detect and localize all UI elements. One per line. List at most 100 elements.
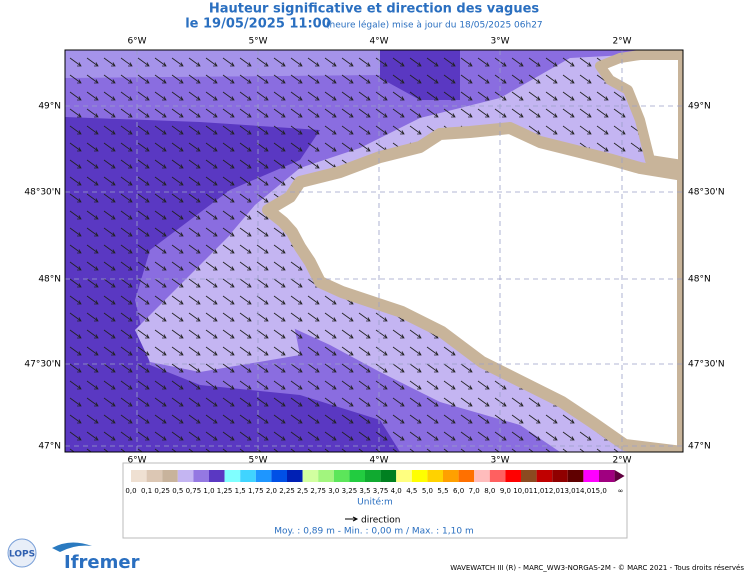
wave-arrow xyxy=(171,295,184,305)
wave-arrow xyxy=(307,380,320,390)
wave-arrow xyxy=(222,108,235,118)
wave-arrow xyxy=(120,74,133,84)
colorbar-label: 2,75 xyxy=(310,487,326,495)
colorbar-label: 15,0 xyxy=(591,487,607,495)
wave-arrow xyxy=(69,193,82,203)
wave-arrow xyxy=(324,312,337,322)
wave-arrow xyxy=(154,363,167,373)
wave-arrow xyxy=(154,176,167,186)
wave-arrow xyxy=(205,244,218,254)
wave-arrow xyxy=(341,329,354,339)
wave-arrow xyxy=(103,227,116,237)
wave-arrow xyxy=(426,108,439,118)
wave-arrow xyxy=(120,227,133,237)
lon-label-bottom: 3°W xyxy=(490,456,509,466)
wave-arrow xyxy=(579,74,592,84)
wave-arrow xyxy=(273,278,286,288)
wave-arrow xyxy=(154,414,167,424)
wave-arrow xyxy=(205,414,218,424)
wave-arrow xyxy=(171,74,184,84)
lat-label-right: 48°N xyxy=(688,275,711,285)
wave-arrow xyxy=(409,346,422,356)
wave-arrow xyxy=(511,431,524,441)
lon-label-top: 6°W xyxy=(127,37,146,47)
color-swatch xyxy=(177,470,194,482)
color-swatch xyxy=(521,470,537,482)
wave-arrow xyxy=(188,142,201,152)
color-swatch xyxy=(255,470,272,482)
wave-arrow xyxy=(86,380,99,390)
wave-arrow xyxy=(154,57,167,67)
wave-arrow xyxy=(154,125,167,135)
wave-arrow xyxy=(273,431,286,441)
wave-arrow xyxy=(171,346,184,356)
wave-arrow xyxy=(392,91,405,101)
colorbar-label: 12,0 xyxy=(544,487,560,495)
wave-arrow xyxy=(341,108,354,118)
wave-arrow xyxy=(103,346,116,356)
wave-arrow xyxy=(171,431,184,441)
wave-arrow xyxy=(154,159,167,169)
wave-arrow xyxy=(528,74,541,84)
update-note: (heure légale) mise à jour du 18/05/2025… xyxy=(326,20,543,31)
wave-arrow xyxy=(545,108,558,118)
colorbar-label: 3,0 xyxy=(328,487,339,495)
wave-arrow xyxy=(358,380,371,390)
wave-arrow xyxy=(86,329,99,339)
wave-arrow xyxy=(154,346,167,356)
wave-arrow xyxy=(86,397,99,407)
wave-arrow xyxy=(188,125,201,135)
color-swatch xyxy=(599,470,615,482)
wave-arrow xyxy=(273,295,286,305)
wave-arrow xyxy=(256,74,269,84)
wave-arrow xyxy=(69,363,82,373)
wave-arrow xyxy=(256,414,269,424)
wave-arrow xyxy=(545,57,558,67)
wave-arrow xyxy=(188,108,201,118)
wave-arrow xyxy=(103,176,116,186)
wave-arrow xyxy=(460,431,473,441)
wave-arrow xyxy=(324,74,337,84)
wave-arrow xyxy=(256,91,269,101)
wave-arrow xyxy=(154,295,167,305)
wave-arrow xyxy=(324,57,337,67)
wave-arrow xyxy=(239,261,252,271)
wave-arrow xyxy=(324,125,337,135)
wave-arrow xyxy=(120,176,133,186)
wave-arrow xyxy=(392,363,405,373)
lat-label-left: 48°N xyxy=(38,275,61,285)
wave-arrow xyxy=(120,295,133,305)
wave-arrow xyxy=(256,57,269,67)
wave-arrow xyxy=(103,414,116,424)
wave-arrow xyxy=(120,244,133,254)
wave-arrow xyxy=(205,91,218,101)
wave-arrow xyxy=(188,193,201,203)
wave-arrow xyxy=(409,414,422,424)
wave-arrow xyxy=(103,57,116,67)
wave-arrow xyxy=(341,414,354,424)
wave-arrow xyxy=(494,431,507,441)
wave-arrow xyxy=(409,448,415,452)
wave-arrow xyxy=(188,380,201,390)
wave-arrow xyxy=(188,295,201,305)
wave-arrow xyxy=(545,74,558,84)
wave-arrow xyxy=(511,397,524,407)
wave-arrow xyxy=(222,193,235,203)
wave-arrow xyxy=(290,363,303,373)
wave-arrow xyxy=(375,125,388,135)
wave-arrow xyxy=(256,329,269,339)
lat-label-right: 48°30'N xyxy=(688,188,725,198)
wave-arrow xyxy=(596,142,609,152)
wave-arrow xyxy=(341,74,354,84)
wave-arrow xyxy=(290,278,303,288)
wave-arrow xyxy=(69,227,82,237)
wave-arrow xyxy=(103,295,116,305)
wave-arrow xyxy=(290,380,303,390)
wave-arrow xyxy=(290,91,303,101)
wave-arrow xyxy=(596,125,609,135)
wave-arrow xyxy=(358,363,371,373)
wave-arrow xyxy=(562,414,575,424)
wave-arrow xyxy=(392,380,405,390)
wave-arrow xyxy=(528,448,534,452)
wave-arrow xyxy=(205,380,218,390)
